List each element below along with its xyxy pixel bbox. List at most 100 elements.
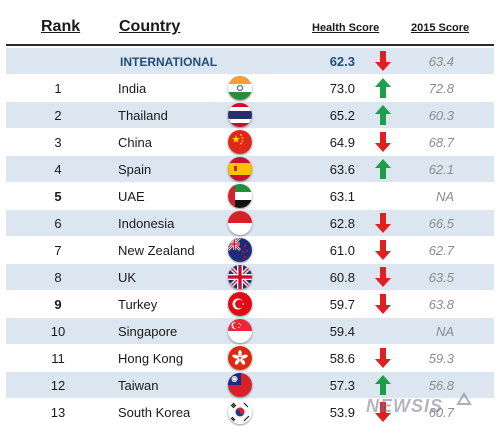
health-score-cell: 53.9 (329, 405, 355, 420)
table-header: Rank Country Health Score 2015 Score (6, 4, 494, 46)
country-cell: UK (118, 270, 137, 285)
rank-cell: 1 (54, 81, 62, 96)
health-score-cell: 60.8 (329, 270, 355, 285)
table-row: 9 Turkey 59.7 63.8 (6, 291, 494, 317)
country-cell: UAE (118, 189, 145, 204)
newsis-logo-icon (456, 392, 472, 405)
table-row: 10 Singapore 59.4 NA (6, 318, 494, 344)
score-2015-cell: 62.1 (428, 162, 454, 177)
health-score-cell: 64.9 (329, 135, 355, 150)
thailand-flag-icon (228, 103, 252, 127)
health-score-table: Rank Country Health Score 2015 Score INT… (6, 4, 494, 432)
country-cell: Taiwan (118, 378, 159, 393)
score-2015-cell: NA (435, 189, 454, 204)
health-score-cell: 62.8 (329, 216, 355, 231)
down-arrow-icon (374, 293, 392, 315)
table-row: 1 India 73.0 72.8 (6, 75, 494, 101)
table-row: 6 Indonesia 62.8 66.5 (6, 210, 494, 236)
down-arrow-icon (374, 239, 392, 261)
rank-cell: 11 (51, 351, 65, 366)
country-cell: New Zealand (118, 243, 195, 258)
india-flag-icon (228, 76, 252, 100)
health-score-cell: 63.6 (329, 162, 355, 177)
country-cell: Hong Kong (118, 351, 184, 366)
rank-cell: 8 (54, 270, 62, 285)
rank-cell: 13 (50, 405, 66, 420)
score-2015-cell: 62.7 (428, 243, 454, 258)
country-cell: Thailand (118, 108, 168, 123)
down-arrow-icon (374, 347, 392, 369)
score-2015-cell: 66.5 (428, 216, 454, 231)
singapore-flag-icon (228, 319, 252, 343)
header-2015-score: 2015 Score (411, 22, 470, 34)
uae-flag-icon (228, 184, 252, 208)
down-arrow-icon (374, 131, 392, 153)
up-arrow-icon (374, 158, 392, 180)
country-cell: Singapore (118, 324, 178, 339)
up-arrow-icon (374, 104, 392, 126)
china-flag-icon (228, 130, 252, 154)
table-row: 7 New Zealand 61.0 62.7 (6, 237, 494, 263)
health-score-cell: 57.3 (329, 378, 355, 393)
country-cell: Spain (118, 162, 152, 177)
score-2015-cell: 63.8 (428, 297, 454, 312)
indonesia-flag-icon (228, 211, 252, 235)
turkey-flag-icon (228, 292, 252, 316)
rank-cell: 12 (50, 378, 66, 393)
health-score-cell: 65.2 (329, 108, 355, 123)
rank-cell: 2 (54, 108, 62, 123)
header-country: Country (119, 18, 181, 35)
score-2015-cell: 72.8 (428, 81, 454, 96)
down-arrow-icon (374, 266, 392, 288)
international-row: INTERNATIONAL 62.3 63.4 (6, 48, 494, 74)
rank-cell: 6 (54, 216, 62, 231)
spain-flag-icon (228, 157, 252, 181)
rank-cell: 4 (54, 162, 62, 177)
country-cell: Turkey (118, 297, 158, 312)
table-row: 12 Taiwan 57.3 56.8 (6, 372, 494, 398)
uk-flag-icon (228, 265, 252, 289)
header-health-score: Health Score (312, 22, 380, 34)
south-korea-flag-icon (228, 400, 252, 424)
taiwan-flag-icon (228, 373, 252, 397)
up-arrow-icon (374, 77, 392, 99)
international-score-2015: 63.4 (428, 54, 454, 69)
table-row: 11 Hong Kong 58.6 59.3 (6, 345, 494, 371)
table-row: 8 UK 60.8 63.5 (6, 264, 494, 290)
score-2015-cell: 60.7 (428, 405, 454, 420)
rank-cell: 10 (50, 324, 66, 339)
international-score: 62.3 (329, 54, 355, 69)
country-cell: South Korea (118, 405, 191, 420)
hong-kong-flag-icon (228, 346, 252, 370)
international-label: INTERNATIONAL (120, 55, 218, 69)
score-2015-cell: 60.3 (428, 108, 454, 123)
score-2015-cell: 63.5 (428, 270, 454, 285)
header-rank: Rank (41, 18, 81, 35)
health-score-cell: 61.0 (329, 243, 355, 258)
table-row: 5 UAE 63.1 NA (6, 183, 494, 209)
country-cell: China (118, 135, 152, 150)
health-score-cell: 58.6 (329, 351, 355, 366)
score-2015-cell: 68.7 (428, 135, 454, 150)
down-arrow-icon (374, 50, 392, 72)
down-arrow-icon (374, 212, 392, 234)
rank-cell: 9 (54, 297, 62, 312)
rank-cell: 7 (54, 243, 62, 258)
table-row: 13 South Korea 53.9 60.7 (6, 399, 494, 425)
health-score-cell: 59.7 (329, 297, 355, 312)
table-row: 4 Spain 63.6 62.1 (6, 156, 494, 182)
health-score-cell: 63.1 (329, 189, 355, 204)
new-zealand-flag-icon (228, 238, 252, 262)
up-arrow-icon (374, 374, 392, 396)
score-2015-cell: 56.8 (428, 378, 454, 393)
country-cell: India (118, 81, 147, 96)
country-cell: Indonesia (118, 216, 175, 231)
watermark-text: NEWSIS (366, 396, 444, 416)
table-row: 3 China 64.9 68.7 (6, 129, 494, 155)
score-2015-cell: 59.3 (428, 351, 454, 366)
health-score-cell: 73.0 (329, 81, 355, 96)
down-arrow-icon (374, 401, 392, 423)
rank-cell: 5 (54, 189, 62, 204)
health-score-cell: 59.4 (329, 324, 355, 339)
score-2015-cell: NA (435, 324, 454, 339)
